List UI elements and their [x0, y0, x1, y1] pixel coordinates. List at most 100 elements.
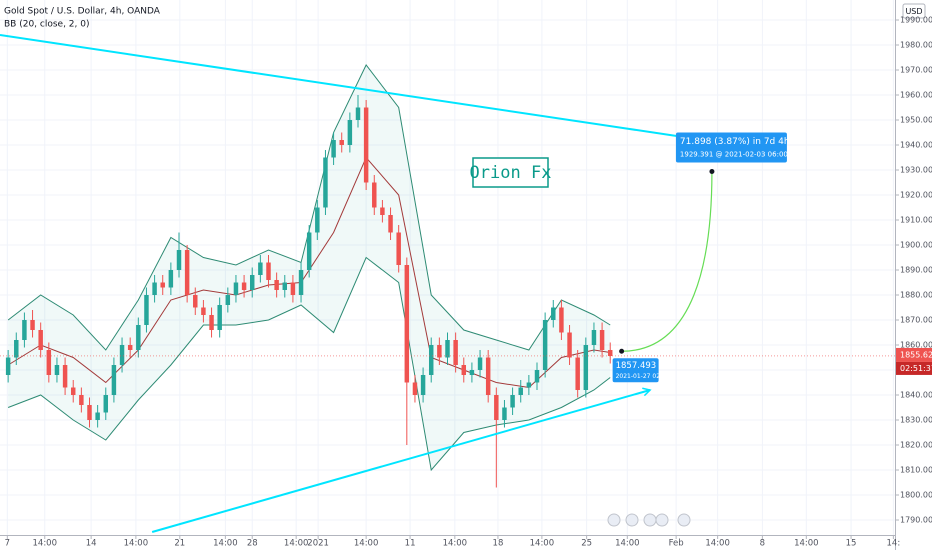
- y-tick-label: 1880.000: [900, 291, 932, 300]
- candle-body: [599, 330, 605, 350]
- candle-body: [70, 387, 76, 395]
- candle-body: [518, 387, 523, 395]
- y-tick-label: 1920.000: [900, 191, 932, 200]
- candle-body: [249, 275, 255, 290]
- y-tick-label: 1950.000: [900, 116, 932, 125]
- projection-start: [619, 348, 625, 354]
- projection-end-label: 1929.391 @ 2021-02-03 06:00: [680, 151, 788, 159]
- x-tick-label: 18: [493, 539, 504, 549]
- y-tick-label: 1930.000: [900, 166, 932, 175]
- candle-body: [331, 140, 336, 158]
- candle-body: [95, 412, 100, 420]
- candle-body: [136, 325, 141, 350]
- candle-body: [46, 350, 52, 375]
- candle-body: [461, 365, 467, 375]
- last-price-label: 1855.626: [900, 350, 932, 359]
- candle-body: [225, 295, 231, 305]
- x-tick-label: 14:00: [530, 539, 555, 549]
- candle-body: [79, 395, 84, 405]
- trendline-arrow: [642, 387, 652, 397]
- candle-body: [380, 207, 385, 215]
- y-tick-label: 1820.000: [900, 441, 932, 450]
- watermark: Orion Fx: [470, 163, 552, 183]
- currency[interactable]: USD: [905, 7, 922, 16]
- candle-body: [591, 330, 597, 345]
- x-tick-label: 15: [846, 539, 857, 549]
- candle-body: [526, 382, 532, 388]
- countdown-box: [896, 361, 932, 375]
- candle-body: [355, 107, 361, 120]
- currency-box[interactable]: [902, 3, 926, 19]
- candle-body: [30, 320, 35, 330]
- projection-end-box: [675, 132, 787, 163]
- candle-body: [184, 250, 190, 295]
- candle-body: [152, 282, 157, 295]
- candle-body: [559, 307, 564, 333]
- candle-body: [437, 345, 442, 358]
- candle-body: [445, 340, 450, 358]
- x-tick-label: 11: [405, 539, 416, 549]
- y-tick-label: 1870.000: [900, 316, 932, 325]
- candle-body: [119, 345, 125, 365]
- candle-body: [306, 232, 312, 270]
- candle-body: [160, 282, 165, 288]
- y-tick-label: 1940.000: [900, 141, 932, 150]
- candle-body: [510, 395, 515, 408]
- y-tick-label: 1970.000: [900, 66, 932, 75]
- candle-body: [241, 282, 247, 290]
- candle-body: [5, 357, 11, 375]
- candle-body: [209, 315, 214, 330]
- candle-body: [428, 345, 434, 375]
- band-lower: [7, 256, 611, 472]
- x-tick-label: 2021: [307, 539, 329, 549]
- candle-body: [347, 120, 353, 145]
- candle-body: [396, 232, 401, 265]
- y-tick-label: 1810.000: [900, 466, 932, 475]
- chart-title: Gold Spot / U.S. Dollar, 4h, OANDA: [4, 7, 161, 17]
- candle-body: [567, 332, 572, 358]
- x-tick-label: 14:: [887, 539, 901, 549]
- candle-body: [412, 382, 418, 395]
- band-middle: [7, 156, 611, 389]
- candle-body: [420, 375, 426, 395]
- candle-body: [315, 207, 320, 233]
- candle-body: [274, 280, 279, 290]
- y-tick-label: 1960.000: [900, 91, 932, 100]
- x-tick-label: 21: [174, 539, 185, 549]
- y-tick-label: 1790.000: [900, 516, 932, 525]
- x-tick-label: 28: [247, 539, 258, 549]
- plot: [0, 34, 715, 533]
- candle-body: [542, 320, 548, 370]
- last-price-box: [896, 347, 932, 362]
- projection-start-value: 1857.493: [616, 361, 657, 371]
- candle-body: [477, 357, 483, 370]
- indicator-label: BB (20, close, 2, 0): [4, 20, 89, 30]
- candle-body: [87, 405, 92, 420]
- x-tick-label: 8: [760, 539, 765, 549]
- candle-body: [217, 305, 222, 330]
- watermark-box: [472, 157, 549, 188]
- x-tick-label: 14:00: [705, 539, 730, 549]
- projection-change: 71.898 (3.87%) in 7d 4h: [680, 137, 790, 147]
- candle-body: [534, 370, 540, 383]
- x-tick-label: 14:00: [794, 539, 819, 549]
- candle-body: [372, 182, 377, 208]
- y-tick-label: 1860.000: [900, 341, 932, 350]
- candle-body: [323, 157, 328, 208]
- candle-body: [233, 282, 239, 295]
- y-tick-label: 1990.000: [900, 16, 932, 25]
- candle-body: [258, 262, 263, 275]
- candle-body: [103, 395, 109, 413]
- candle-body: [502, 407, 507, 420]
- candle-body: [54, 365, 60, 375]
- candle-body: [551, 307, 556, 320]
- candle-body: [339, 140, 344, 145]
- x-tick-label: 14:00: [354, 539, 379, 549]
- x-tick-label: 14:00: [33, 539, 58, 549]
- candle-body: [62, 365, 68, 388]
- candle-body: [469, 370, 475, 375]
- trendline: [0, 34, 691, 139]
- candle-body: [193, 295, 198, 308]
- x-tick-label: 14: [86, 539, 97, 549]
- y-tick-label: 1910.000: [900, 216, 932, 225]
